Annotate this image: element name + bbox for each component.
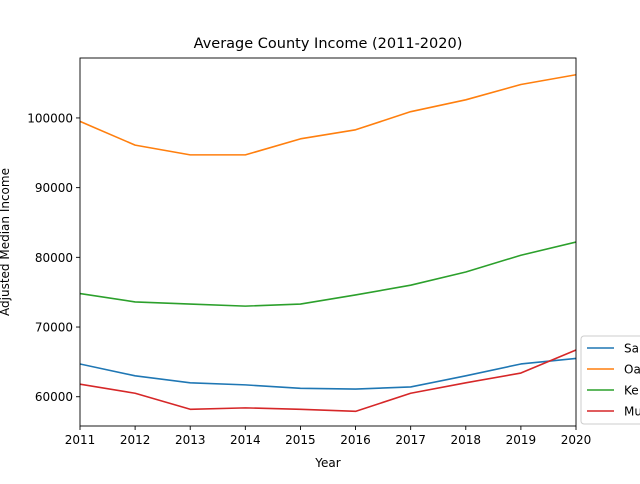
x-tick-label: 2016 [340, 433, 371, 447]
y-tick-label: 70000 [35, 321, 73, 335]
x-tick-label: 2017 [395, 433, 426, 447]
x-tick-label: 2018 [451, 433, 482, 447]
series-line-4 [80, 349, 576, 413]
legend-box [580, 335, 640, 425]
chart-title: Average County Income (2011-2020) [194, 36, 463, 52]
series-line-1 [80, 357, 576, 390]
axes-frame [79, 57, 577, 427]
x-tick-label: 2013 [175, 433, 206, 447]
x-axis-label: Year [314, 456, 340, 470]
y-tick-label: 90000 [35, 181, 73, 195]
y-tick-label: 100000 [27, 111, 73, 125]
legend: Sa Oa Ke Mu [580, 335, 640, 425]
axes: 2011 2012 2013 2014 2015 2016 2017 2018 2019 2020… [27, 57, 592, 447]
legend-label: Mu [624, 405, 640, 419]
legend-label: Oa [624, 363, 640, 377]
series-line-2 [80, 73, 576, 156]
plot-area [80, 73, 576, 413]
y-axis-label: Adjusted Median Income [0, 168, 12, 316]
x-tick-label: 2015 [285, 433, 316, 447]
x-tick-label: 2020 [561, 433, 592, 447]
x-tick-label: 2019 [506, 433, 537, 447]
series-line-3 [80, 241, 576, 307]
x-tick-label: 2012 [120, 433, 151, 447]
legend-label: Sa [624, 342, 639, 356]
y-tick-label: 80000 [35, 251, 73, 265]
y-tick-label: 60000 [35, 390, 73, 404]
x-tick-label: 2011 [65, 433, 96, 447]
x-tick-label: 2014 [230, 433, 261, 447]
legend-label: Ke [624, 384, 639, 398]
